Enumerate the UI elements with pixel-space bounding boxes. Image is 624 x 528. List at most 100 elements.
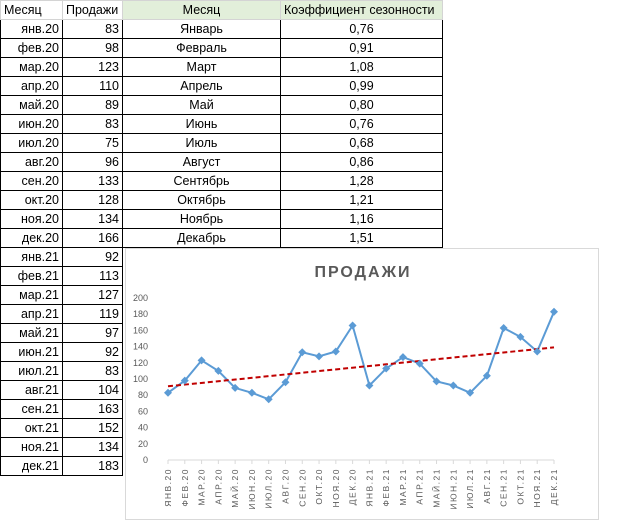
cell-date[interactable]: дек.21 [0,456,63,476]
cell-sales[interactable]: 163 [62,399,123,419]
cell-date[interactable]: ноя.21 [0,437,63,457]
cell-date[interactable]: июн.21 [0,342,63,362]
cell-sales[interactable]: 92 [62,342,123,362]
data-point-marker [164,388,172,397]
cell-date[interactable]: ноя.20 [0,209,63,229]
x-tick-label: ЯНВ.21 [364,468,374,507]
cell-sales[interactable]: 113 [62,266,123,286]
cell-month-name[interactable]: Февраль [122,38,281,58]
cell-sales[interactable]: 128 [62,190,123,210]
cell-month-name[interactable]: Март [122,57,281,77]
table-header-row: Месяц Продажи Месяц Коэффициент сезонности [0,0,443,20]
cell-seasonality[interactable]: 1,51 [280,228,443,248]
cell-date[interactable]: окт.21 [0,418,63,438]
cell-sales[interactable]: 97 [62,323,123,343]
cell-date[interactable]: мар.21 [0,285,63,305]
x-tick-label: ОКТ.20 [314,468,324,505]
cell-sales[interactable]: 119 [62,304,123,324]
cell-date[interactable]: июн.20 [0,114,63,134]
cell-sales[interactable]: 98 [62,38,123,58]
cell-month-name[interactable]: Апрель [122,76,281,96]
cell-seasonality[interactable]: 1,28 [280,171,443,191]
data-point-marker [281,378,290,387]
sales-chart[interactable]: ПРОДАЖИ 0 20 40 60 80 100 120 140 160 180 200 ЯНВ.20… [125,248,599,520]
cell-sales[interactable]: 92 [62,247,123,267]
cell-date[interactable]: сен.21 [0,399,63,419]
cell-month-name[interactable]: Август [122,152,281,172]
cell-date[interactable]: май.21 [0,323,63,343]
cell-seasonality[interactable]: 0,99 [280,76,443,96]
table-row: апр.20 110 Апрель 0,99 [0,76,443,96]
cell-sales[interactable]: 127 [62,285,123,305]
cell-date[interactable]: авг.20 [0,152,63,172]
cell-seasonality[interactable]: 1,08 [280,57,443,77]
cell-date[interactable]: май.20 [0,95,63,115]
cell-seasonality[interactable]: 0,68 [280,133,443,153]
x-tick-label: ДЕК.21 [549,468,559,505]
cell-seasonality[interactable]: 1,16 [280,209,443,229]
cell-seasonality[interactable]: 1,21 [280,190,443,210]
cell-date[interactable]: апр.21 [0,304,63,324]
cell-sales[interactable]: 110 [62,76,123,96]
table-row: дек.21 183 [0,456,443,476]
cell-month-name[interactable]: Июнь [122,114,281,134]
cell-sales[interactable]: 123 [62,57,123,77]
cell-seasonality[interactable]: 0,80 [280,95,443,115]
header-seasonality[interactable]: Коэффициент сезонности [280,0,443,20]
table-row: апр.21 119 [0,304,443,324]
table-row: июн.21 92 [0,342,443,362]
data-point-marker [482,371,491,380]
cell-date[interactable]: июл.20 [0,133,63,153]
cell-sales[interactable]: 166 [62,228,123,248]
cell-date[interactable]: фев.20 [0,38,63,58]
cell-date[interactable]: фев.21 [0,266,63,286]
cell-date[interactable]: апр.20 [0,76,63,96]
cell-date[interactable]: сен.20 [0,171,63,191]
data-point-marker [315,352,324,361]
cell-date[interactable]: мар.20 [0,57,63,77]
cell-sales[interactable]: 75 [62,133,123,153]
cell-date[interactable]: дек.20 [0,228,63,248]
cell-month-name[interactable]: Сентябрь [122,171,281,191]
cell-sales[interactable]: 83 [62,114,123,134]
cell-date[interactable]: авг.21 [0,380,63,400]
cell-sales[interactable]: 83 [62,19,123,39]
cell-sales[interactable]: 133 [62,171,123,191]
cell-sales[interactable]: 104 [62,380,123,400]
x-tick-label: НОЯ.20 [331,468,341,508]
cell-sales[interactable]: 96 [62,152,123,172]
cell-date[interactable]: окт.20 [0,190,63,210]
cell-month-name[interactable]: Январь [122,19,281,39]
cell-date[interactable]: июл.21 [0,361,63,381]
cell-seasonality[interactable]: 0,76 [280,114,443,134]
data-point-marker [499,323,508,332]
data-point-marker [180,376,189,385]
cell-month-name[interactable]: Май [122,95,281,115]
cell-month-name[interactable]: Ноябрь [122,209,281,229]
cell-seasonality[interactable]: 0,76 [280,19,443,39]
cell-sales[interactable]: 83 [62,361,123,381]
cell-seasonality[interactable]: 0,86 [280,152,443,172]
data-point-marker [516,332,525,341]
table-row: май.20 89 Май 0,80 [0,95,443,115]
header-month[interactable]: Месяц [0,0,63,20]
cell-date[interactable]: янв.20 [0,19,63,39]
table-row: сен.20 133 Сентябрь 1,28 [0,171,443,191]
table-row: фев.21 113 [0,266,443,286]
y-tick-label: 20 [138,439,148,449]
cell-sales[interactable]: 183 [62,456,123,476]
cell-sales[interactable]: 134 [62,437,123,457]
table-row: июн.20 83 Июнь 0,76 [0,114,443,134]
header-sales[interactable]: Продажи [62,0,123,20]
cell-month-name[interactable]: Декабрь [122,228,281,248]
x-tick-label: АВГ.21 [482,468,492,504]
cell-month-name[interactable]: Октябрь [122,190,281,210]
header-month-name[interactable]: Месяц [122,0,281,20]
cell-sales[interactable]: 89 [62,95,123,115]
cell-date[interactable]: янв.21 [0,247,63,267]
cell-month-name[interactable]: Июль [122,133,281,153]
cell-seasonality[interactable]: 0,91 [280,38,443,58]
table-row: янв.21 92 [0,247,443,267]
cell-sales[interactable]: 134 [62,209,123,229]
cell-sales[interactable]: 152 [62,418,123,438]
